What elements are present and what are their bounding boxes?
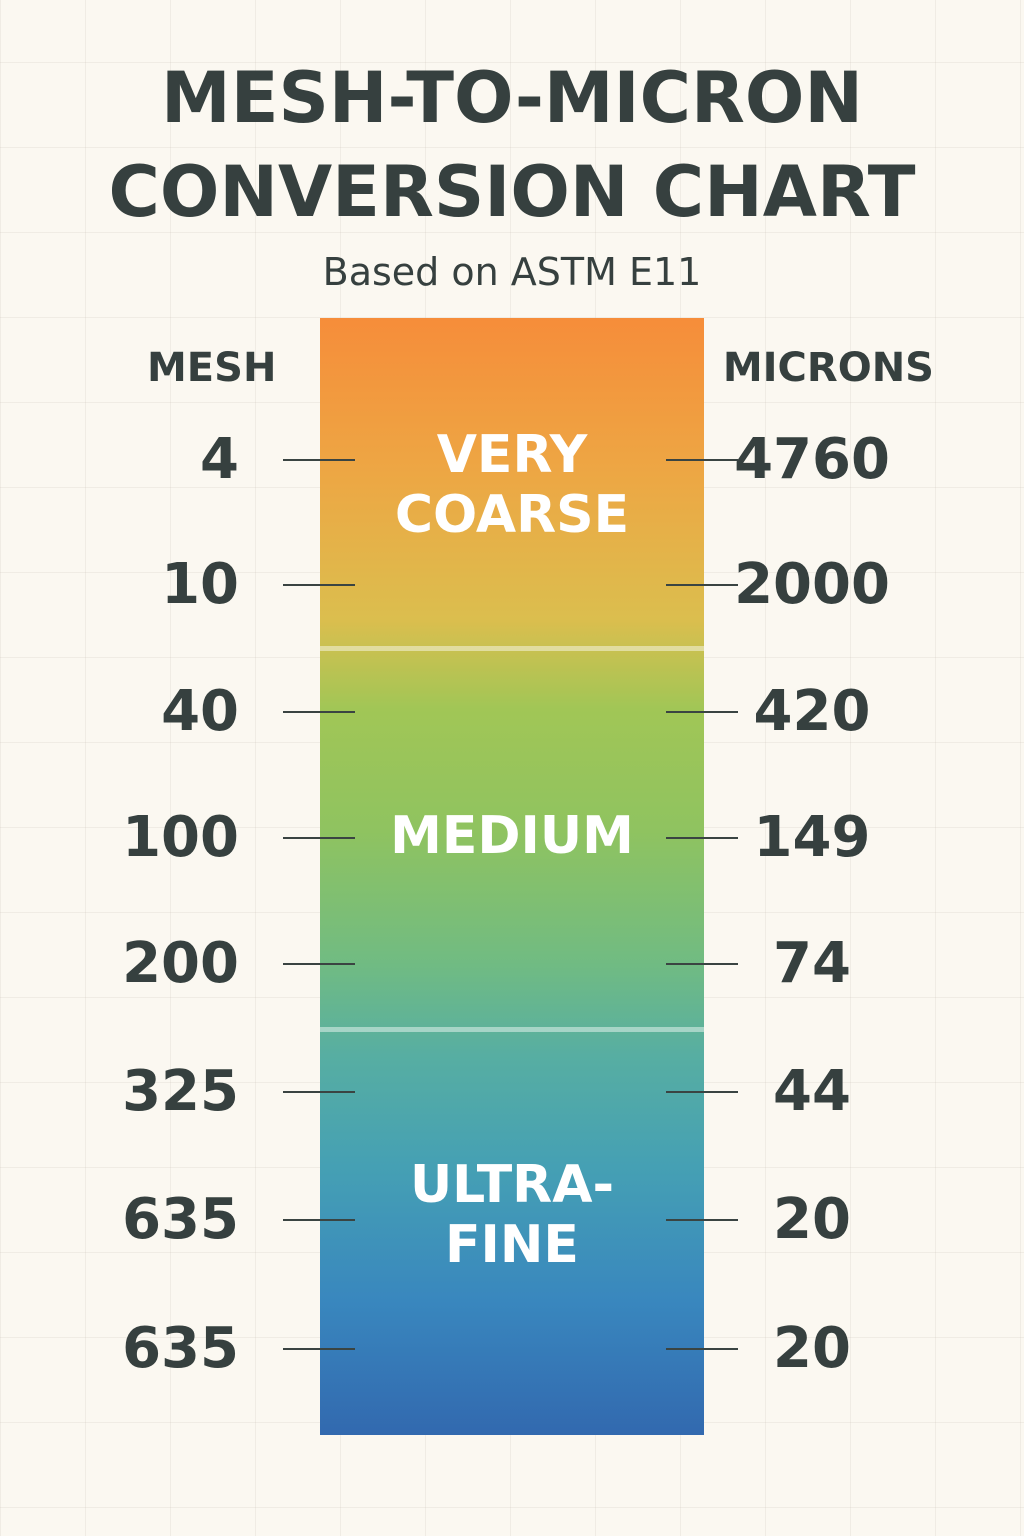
chart-title-line-1: MESH-TO-MICRON [161,57,863,139]
zone-label-ultra-fine-line-2: FINE [445,1215,579,1275]
microns-column-header: MICRONS [722,345,934,391]
zone-label-very-coarse-line-2: COARSE [394,485,630,545]
micron-tick-3 [666,837,738,839]
zone-label-medium: MEDIUM [390,806,634,866]
micron-value-7: 20 [773,1316,851,1381]
mesh-value-3: 100 [122,805,239,870]
zone-label-ultra-fine-line-1: ULTRA- [409,1155,615,1215]
micron-tick-6 [666,1219,738,1221]
micron-tick-1 [666,584,738,586]
zone-label-very-coarse-line-1: VERY [436,425,588,485]
mesh-tick-0 [283,459,355,461]
micron-value-6: 20 [773,1187,851,1252]
mesh-value-7: 635 [122,1316,239,1381]
mesh-column-header: MESH [147,345,277,391]
micron-tick-4 [666,963,738,965]
micron-tick-7 [666,1348,738,1350]
zone-divider-medium-fine [320,1027,704,1032]
mesh-value-0: 4 [200,427,239,492]
mesh-value-4: 200 [122,931,239,996]
micron-tick-0 [666,459,738,461]
mesh-value-1: 10 [161,552,239,617]
mesh-tick-4 [283,963,355,965]
mesh-value-2: 40 [161,679,239,744]
micron-value-0: 4760 [734,427,890,492]
micron-tick-2 [666,711,738,713]
micron-value-1: 2000 [734,552,890,617]
micron-value-2: 420 [753,679,871,744]
zone-divider-coarse-medium [320,646,704,651]
micron-value-4: 74 [773,931,851,996]
mesh-tick-7 [283,1348,355,1350]
mesh-tick-5 [283,1091,355,1093]
micron-tick-5 [666,1091,738,1093]
chart-title-line-2: CONVERSION CHART [108,151,916,233]
micron-value-5: 44 [773,1059,851,1124]
mesh-tick-6 [283,1219,355,1221]
mesh-tick-1 [283,584,355,586]
mesh-value-6: 635 [122,1187,239,1252]
mesh-tick-3 [283,837,355,839]
particle-size-scale-bar: VERY COARSE MEDIUM ULTRA- FINE [320,318,704,1435]
mesh-value-5: 325 [122,1059,239,1124]
mesh-tick-2 [283,711,355,713]
chart-subtitle: Based on ASTM E11 [322,250,702,294]
micron-value-3: 149 [753,805,871,870]
